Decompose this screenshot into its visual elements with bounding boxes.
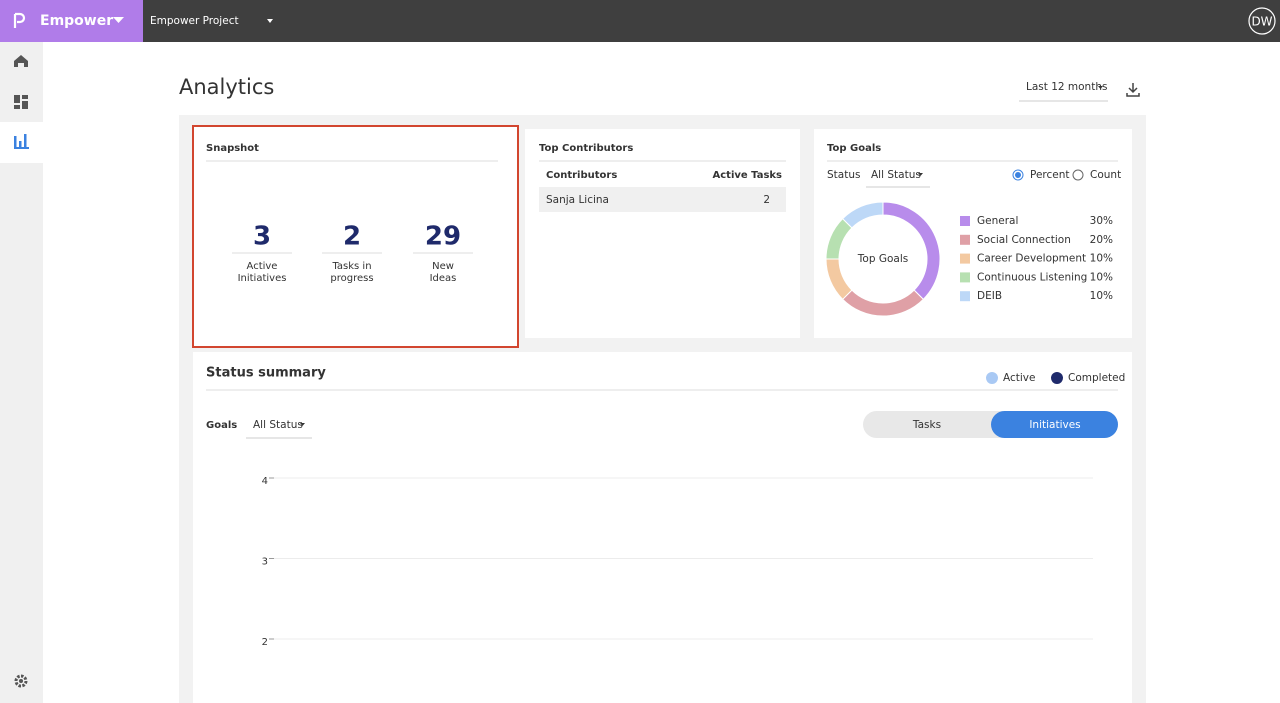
brand-name[interactable]: Empower	[40, 13, 113, 29]
legend-label: General	[977, 215, 1018, 227]
contributors-card	[525, 129, 800, 338]
legend-label: Continuous Listening	[977, 271, 1087, 283]
filter-caret[interactable]	[918, 173, 923, 176]
top-bar	[0, 0, 1280, 42]
project-name[interactable]: Empower Project	[150, 15, 239, 27]
stat-value: 3	[253, 222, 271, 252]
filter-select[interactable]: All Status	[253, 419, 303, 431]
stat-label: Active	[247, 261, 278, 272]
analytics-icon[interactable]	[14, 134, 29, 149]
brand-logo	[13, 12, 26, 28]
card-title: Top Goals	[827, 143, 881, 154]
stat-label: New	[432, 261, 454, 272]
column-header: Contributors	[546, 170, 617, 181]
donut-center-label: Top Goals	[857, 253, 908, 265]
legend-value: 10%	[1090, 271, 1113, 283]
filter-caret[interactable]	[300, 423, 305, 426]
filter-select[interactable]: All Status	[871, 169, 921, 181]
stat-value: 29	[425, 222, 461, 252]
project-caret[interactable]	[267, 19, 273, 23]
legend-value: 20%	[1090, 234, 1113, 246]
legend-swatch	[960, 253, 970, 264]
range-select[interactable]: Last 12 months	[1026, 81, 1107, 93]
download-icon[interactable]	[1126, 83, 1140, 97]
legend-label: Active	[1003, 372, 1035, 384]
avatar[interactable]	[1248, 7, 1276, 35]
status-card	[193, 352, 1132, 703]
legend-label: Career Development	[977, 253, 1086, 265]
toggle-option[interactable]: Tasks	[912, 419, 941, 431]
legend-label: DEIB	[977, 290, 1002, 302]
contributor-tasks: 2	[763, 194, 770, 206]
stat-label: Tasks in	[331, 261, 371, 272]
page-title: Analytics	[179, 75, 274, 99]
filter-label: Goals	[206, 420, 237, 431]
legend-dot	[986, 372, 998, 384]
column-header: Active Tasks	[713, 170, 783, 181]
snapshot-card	[192, 125, 519, 348]
settings-hub	[19, 679, 23, 683]
legend-swatch	[960, 216, 970, 226]
home-icon[interactable]	[14, 55, 28, 67]
radio-dot[interactable]	[1015, 172, 1021, 178]
legend-value: 10%	[1090, 290, 1113, 302]
legend-dot	[1051, 372, 1063, 384]
stat-label: progress	[330, 273, 373, 284]
toggle-option[interactable]: Initiatives	[1029, 419, 1080, 431]
y-tick-label: 4	[262, 476, 268, 487]
y-tick-label: 2	[262, 637, 268, 648]
contributor-name: Sanja Licina	[546, 194, 609, 206]
legend-swatch	[960, 291, 970, 302]
dashboard-icon[interactable]	[14, 95, 28, 109]
settings-icon[interactable]	[14, 674, 28, 688]
legend-value: 30%	[1090, 215, 1113, 227]
range-caret[interactable]	[1098, 86, 1103, 89]
card-title: Top Contributors	[539, 143, 633, 154]
radio-label[interactable]: Percent	[1030, 169, 1070, 181]
brand-caret[interactable]	[113, 17, 124, 23]
legend-swatch	[960, 234, 970, 245]
radio[interactable]	[1072, 169, 1084, 181]
y-tick-label: 3	[262, 557, 268, 568]
filter-label: Status	[827, 169, 860, 181]
stat-label: Initiatives	[238, 273, 287, 284]
table-row	[539, 187, 786, 212]
legend-swatch	[960, 272, 970, 283]
radio-label[interactable]: Count	[1090, 169, 1121, 181]
stat-label: Ideas	[430, 273, 457, 284]
legend-label: Completed	[1068, 372, 1125, 384]
toggle-active[interactable]	[991, 411, 1118, 438]
card-title: Status summary	[206, 366, 326, 381]
avatar-initials[interactable]: DW	[1251, 15, 1272, 29]
stat-value: 2	[343, 222, 361, 252]
card-title: Snapshot	[206, 143, 259, 154]
legend-label: Social Connection	[977, 234, 1071, 246]
legend-value: 10%	[1090, 253, 1113, 265]
donut-segment	[841, 201, 884, 229]
